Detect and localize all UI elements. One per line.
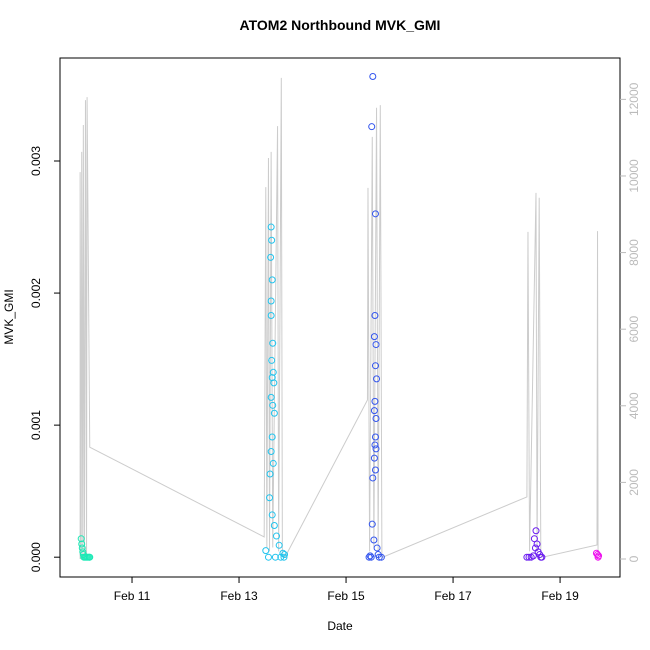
data-point	[370, 407, 378, 415]
data-point	[267, 223, 275, 231]
data-point	[267, 297, 275, 305]
data-point	[266, 470, 274, 478]
data-point	[268, 433, 276, 441]
data-point	[372, 445, 380, 453]
data-point	[267, 312, 275, 320]
y-tick-label: 0.003	[29, 146, 43, 176]
x-axis-label: Date	[327, 619, 353, 633]
x-tick-label: Feb 17	[434, 589, 472, 603]
data-point	[269, 459, 277, 467]
data-point	[372, 415, 380, 423]
x-tick-label: Feb 13	[220, 589, 258, 603]
data-point	[371, 441, 379, 449]
y2-tick-label: 10000	[627, 159, 641, 193]
y2-tick-label: 4000	[627, 392, 641, 419]
plot-frame	[59, 57, 621, 578]
data-point	[369, 474, 377, 482]
data-point	[272, 532, 280, 540]
data-point	[594, 551, 602, 559]
y-tick-label: 0.000	[29, 542, 43, 572]
data-point	[371, 312, 379, 320]
data-point	[532, 527, 540, 535]
data-point	[270, 409, 278, 417]
data-point	[377, 553, 385, 561]
y2-tick-label: 8000	[627, 239, 641, 266]
y2-tick-label: 12000	[627, 82, 641, 116]
data-point	[371, 210, 379, 218]
data-point	[523, 553, 531, 561]
data-point	[366, 552, 374, 560]
data-point	[270, 521, 278, 529]
data-point	[594, 553, 602, 561]
data-point	[525, 553, 533, 561]
data-point	[262, 547, 270, 555]
y-axis-label: MVK_GMI	[2, 289, 16, 344]
data-point	[538, 553, 546, 561]
data-point	[270, 379, 278, 387]
data-point	[267, 393, 275, 401]
data-point	[267, 253, 275, 261]
data-point	[368, 123, 376, 131]
y2-tick-label: 2000	[627, 469, 641, 496]
data-point	[365, 553, 373, 561]
altitude-line	[79, 77, 599, 559]
data-point	[280, 553, 288, 561]
data-point	[269, 368, 277, 376]
data-point	[373, 375, 381, 383]
data-point	[267, 448, 275, 456]
data-point	[264, 553, 272, 561]
data-point	[371, 362, 379, 370]
data-point	[373, 544, 381, 552]
data-point	[269, 339, 277, 347]
x-tick-label: Feb 11	[114, 589, 151, 603]
data-point	[375, 553, 383, 561]
data-point	[269, 401, 277, 409]
data-point	[279, 549, 287, 557]
x-tick-label: Feb 15	[327, 589, 365, 603]
data-point	[268, 511, 276, 519]
data-point	[266, 494, 274, 502]
data-point	[268, 276, 276, 284]
y2-tick-label: 0	[627, 555, 641, 562]
data-point	[78, 544, 86, 552]
data-point	[86, 553, 94, 561]
data-point	[78, 540, 86, 548]
data-point	[77, 535, 85, 543]
data-point	[533, 540, 541, 548]
y-tick-label: 0.001	[29, 410, 43, 440]
data-point	[369, 72, 377, 80]
data-point	[371, 433, 379, 441]
data-point	[367, 553, 375, 561]
data-point	[275, 541, 283, 549]
chart-title: ATOM2 Northbound MVK_GMI	[240, 17, 441, 33]
data-point	[368, 520, 376, 528]
x-tick-label: Feb 19	[541, 589, 579, 603]
data-point	[530, 535, 538, 543]
y-tick-label: 0.002	[29, 278, 43, 308]
data-point	[371, 397, 379, 405]
y2-tick-label: 6000	[627, 316, 641, 343]
data-point	[277, 553, 285, 561]
data-point	[268, 356, 276, 364]
data-point	[372, 341, 380, 349]
data-point	[370, 536, 378, 544]
data-point	[268, 236, 276, 244]
data-point	[370, 333, 378, 341]
data-point	[371, 466, 379, 474]
data-point	[271, 553, 279, 561]
data-point	[527, 553, 535, 561]
data-point	[370, 454, 378, 462]
